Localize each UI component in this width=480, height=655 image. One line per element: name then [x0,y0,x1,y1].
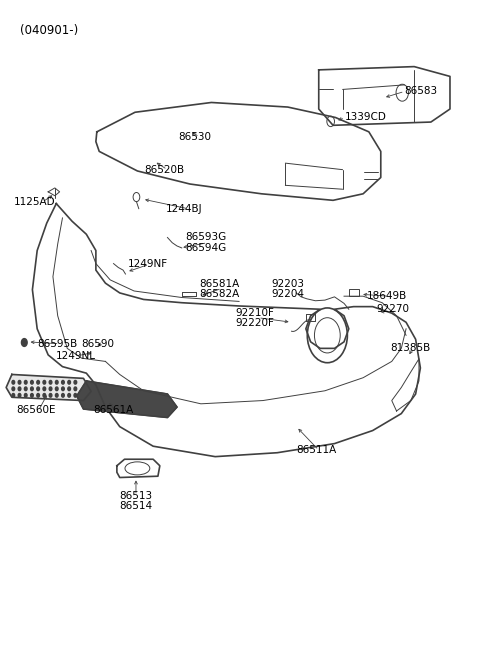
Text: 86514: 86514 [120,500,153,510]
Text: (040901-): (040901-) [21,24,79,37]
Circle shape [49,387,52,390]
Circle shape [31,387,33,390]
Text: 86530: 86530 [178,132,211,142]
Text: 86594G: 86594G [185,243,227,253]
Circle shape [74,394,77,397]
Text: 86513: 86513 [120,491,153,501]
Circle shape [24,387,27,390]
Text: 81385B: 81385B [390,343,431,353]
Circle shape [68,381,71,384]
Text: 86595B: 86595B [37,339,77,349]
Circle shape [12,381,15,384]
Text: 18649B: 18649B [366,291,407,301]
Text: 92270: 92270 [376,304,409,314]
Circle shape [68,387,71,390]
Circle shape [43,381,46,384]
Circle shape [55,394,58,397]
Circle shape [12,387,15,390]
Text: 92203: 92203 [271,279,304,289]
Text: 86520B: 86520B [144,164,185,175]
Circle shape [37,394,39,397]
Text: 92204: 92204 [271,289,304,299]
Polygon shape [77,381,177,417]
Text: 92210F: 92210F [235,308,274,318]
Text: 92220F: 92220F [235,318,274,328]
Circle shape [61,394,64,397]
Circle shape [61,387,64,390]
Text: 86581A: 86581A [199,279,240,289]
Circle shape [22,339,27,346]
Text: 1249NL: 1249NL [56,350,96,360]
Text: 1125AD: 1125AD [13,197,55,207]
Circle shape [43,387,46,390]
Polygon shape [6,375,91,401]
Circle shape [31,394,33,397]
Text: 86561A: 86561A [93,405,133,415]
Text: 1249NF: 1249NF [128,259,168,269]
Circle shape [61,381,64,384]
Circle shape [74,381,77,384]
Text: 86511A: 86511A [296,445,336,455]
Circle shape [55,387,58,390]
Circle shape [55,381,58,384]
Circle shape [74,387,77,390]
Text: 86582A: 86582A [199,289,240,299]
Circle shape [18,381,21,384]
Text: 86593G: 86593G [185,233,227,242]
Circle shape [68,394,71,397]
Circle shape [37,387,39,390]
Circle shape [31,381,33,384]
Circle shape [43,394,46,397]
Text: 86560E: 86560E [17,405,56,415]
Text: 1244BJ: 1244BJ [166,204,203,214]
Circle shape [37,381,39,384]
Text: 1339CD: 1339CD [345,113,387,122]
Circle shape [18,387,21,390]
Circle shape [24,381,27,384]
Circle shape [49,381,52,384]
Text: 86583: 86583 [405,86,438,96]
Text: 86590: 86590 [82,339,115,349]
Circle shape [49,394,52,397]
Circle shape [24,394,27,397]
Circle shape [18,394,21,397]
Circle shape [12,394,15,397]
